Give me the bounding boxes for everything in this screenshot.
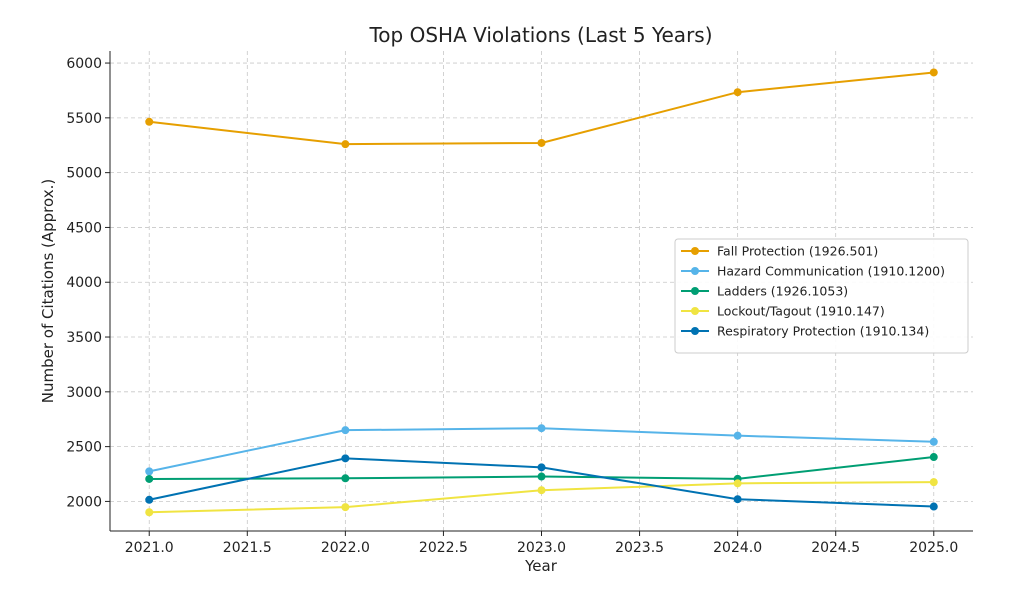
data-point xyxy=(341,474,350,483)
y-axis-ticks: 2000 2500 3000 3500 4000 4500 5000 5500 6000 xyxy=(66,56,110,510)
x-axis-label: Year xyxy=(524,557,558,575)
data-point xyxy=(145,474,154,483)
x-tick-label: 2021.0 xyxy=(125,540,174,556)
data-point xyxy=(145,508,154,517)
legend-label: Ladders (1926.1053) xyxy=(717,284,848,299)
y-tick-label: 4500 xyxy=(66,220,102,236)
series-2 xyxy=(145,424,938,476)
data-point xyxy=(341,426,350,435)
legend-swatch-marker xyxy=(691,267,699,275)
data-point xyxy=(733,479,742,488)
legend-label: Lockout/Tagout (1910.147) xyxy=(717,304,885,319)
data-point xyxy=(145,117,154,126)
data-point xyxy=(145,467,154,476)
data-point xyxy=(733,88,742,97)
x-tick-label: 2023.0 xyxy=(517,540,566,556)
legend-item: Hazard Communication (1910.1200) xyxy=(681,264,945,279)
x-tick-label: 2022.0 xyxy=(321,540,370,556)
data-point xyxy=(341,454,350,463)
grid-lines xyxy=(110,51,973,531)
series-lines xyxy=(145,68,938,517)
data-point xyxy=(929,68,938,77)
x-tick-label: 2021.5 xyxy=(223,540,272,556)
legend-swatch-marker xyxy=(691,287,699,295)
x-tick-label: 2022.5 xyxy=(419,540,468,556)
x-tick-label: 2024.5 xyxy=(811,540,860,556)
series-5 xyxy=(145,454,938,511)
y-tick-label: 2500 xyxy=(66,440,102,456)
data-point xyxy=(929,453,938,462)
legend-item: Fall Protection (1926.501) xyxy=(681,244,878,259)
legend-label: Hazard Communication (1910.1200) xyxy=(717,264,945,279)
x-tick-label: 2025.0 xyxy=(909,540,958,556)
legend-item: Respiratory Protection (1910.134) xyxy=(681,324,929,339)
legend-label: Respiratory Protection (1910.134) xyxy=(717,324,929,339)
legend-item: Lockout/Tagout (1910.147) xyxy=(681,304,885,319)
data-point xyxy=(537,463,546,472)
legend-swatch-marker xyxy=(691,247,699,255)
legend-item: Ladders (1926.1053) xyxy=(681,284,848,299)
y-axis-label: Number of Citations (Approx.) xyxy=(39,179,57,404)
data-point xyxy=(145,495,154,504)
legend-box xyxy=(674,238,969,354)
series-3 xyxy=(145,453,938,483)
y-tick-label: 6000 xyxy=(66,56,102,72)
legend-swatch-marker xyxy=(691,307,699,315)
data-point xyxy=(537,138,546,147)
data-point xyxy=(733,431,742,440)
legend-label: Fall Protection (1926.501) xyxy=(717,244,878,259)
legend-swatch-marker xyxy=(691,327,699,335)
chart-title: Top OSHA Violations (Last 5 Years) xyxy=(368,23,712,47)
data-point xyxy=(537,424,546,433)
y-tick-label: 3500 xyxy=(66,330,102,346)
y-tick-label: 2000 xyxy=(66,494,102,510)
series-4 xyxy=(145,478,938,517)
x-axis-ticks: 2021.0 2021.5 2022.0 2022.5 2023.0 2023.5 2024… xyxy=(125,531,958,556)
data-point xyxy=(537,486,546,495)
y-tick-label: 5000 xyxy=(66,166,102,182)
data-point xyxy=(929,478,938,487)
x-tick-label: 2023.5 xyxy=(615,540,664,556)
x-tick-label: 2024.0 xyxy=(713,540,762,556)
data-point xyxy=(733,495,742,504)
y-tick-label: 3000 xyxy=(66,385,102,401)
y-tick-label: 4000 xyxy=(66,275,102,291)
series-1 xyxy=(145,68,938,149)
data-point xyxy=(537,472,546,481)
data-point xyxy=(929,502,938,511)
legend: Fall Protection (1926.501) Hazard Communi… xyxy=(674,238,969,354)
data-point xyxy=(341,503,350,512)
data-point xyxy=(341,140,350,149)
data-point xyxy=(929,437,938,446)
y-tick-label: 5500 xyxy=(66,111,102,127)
